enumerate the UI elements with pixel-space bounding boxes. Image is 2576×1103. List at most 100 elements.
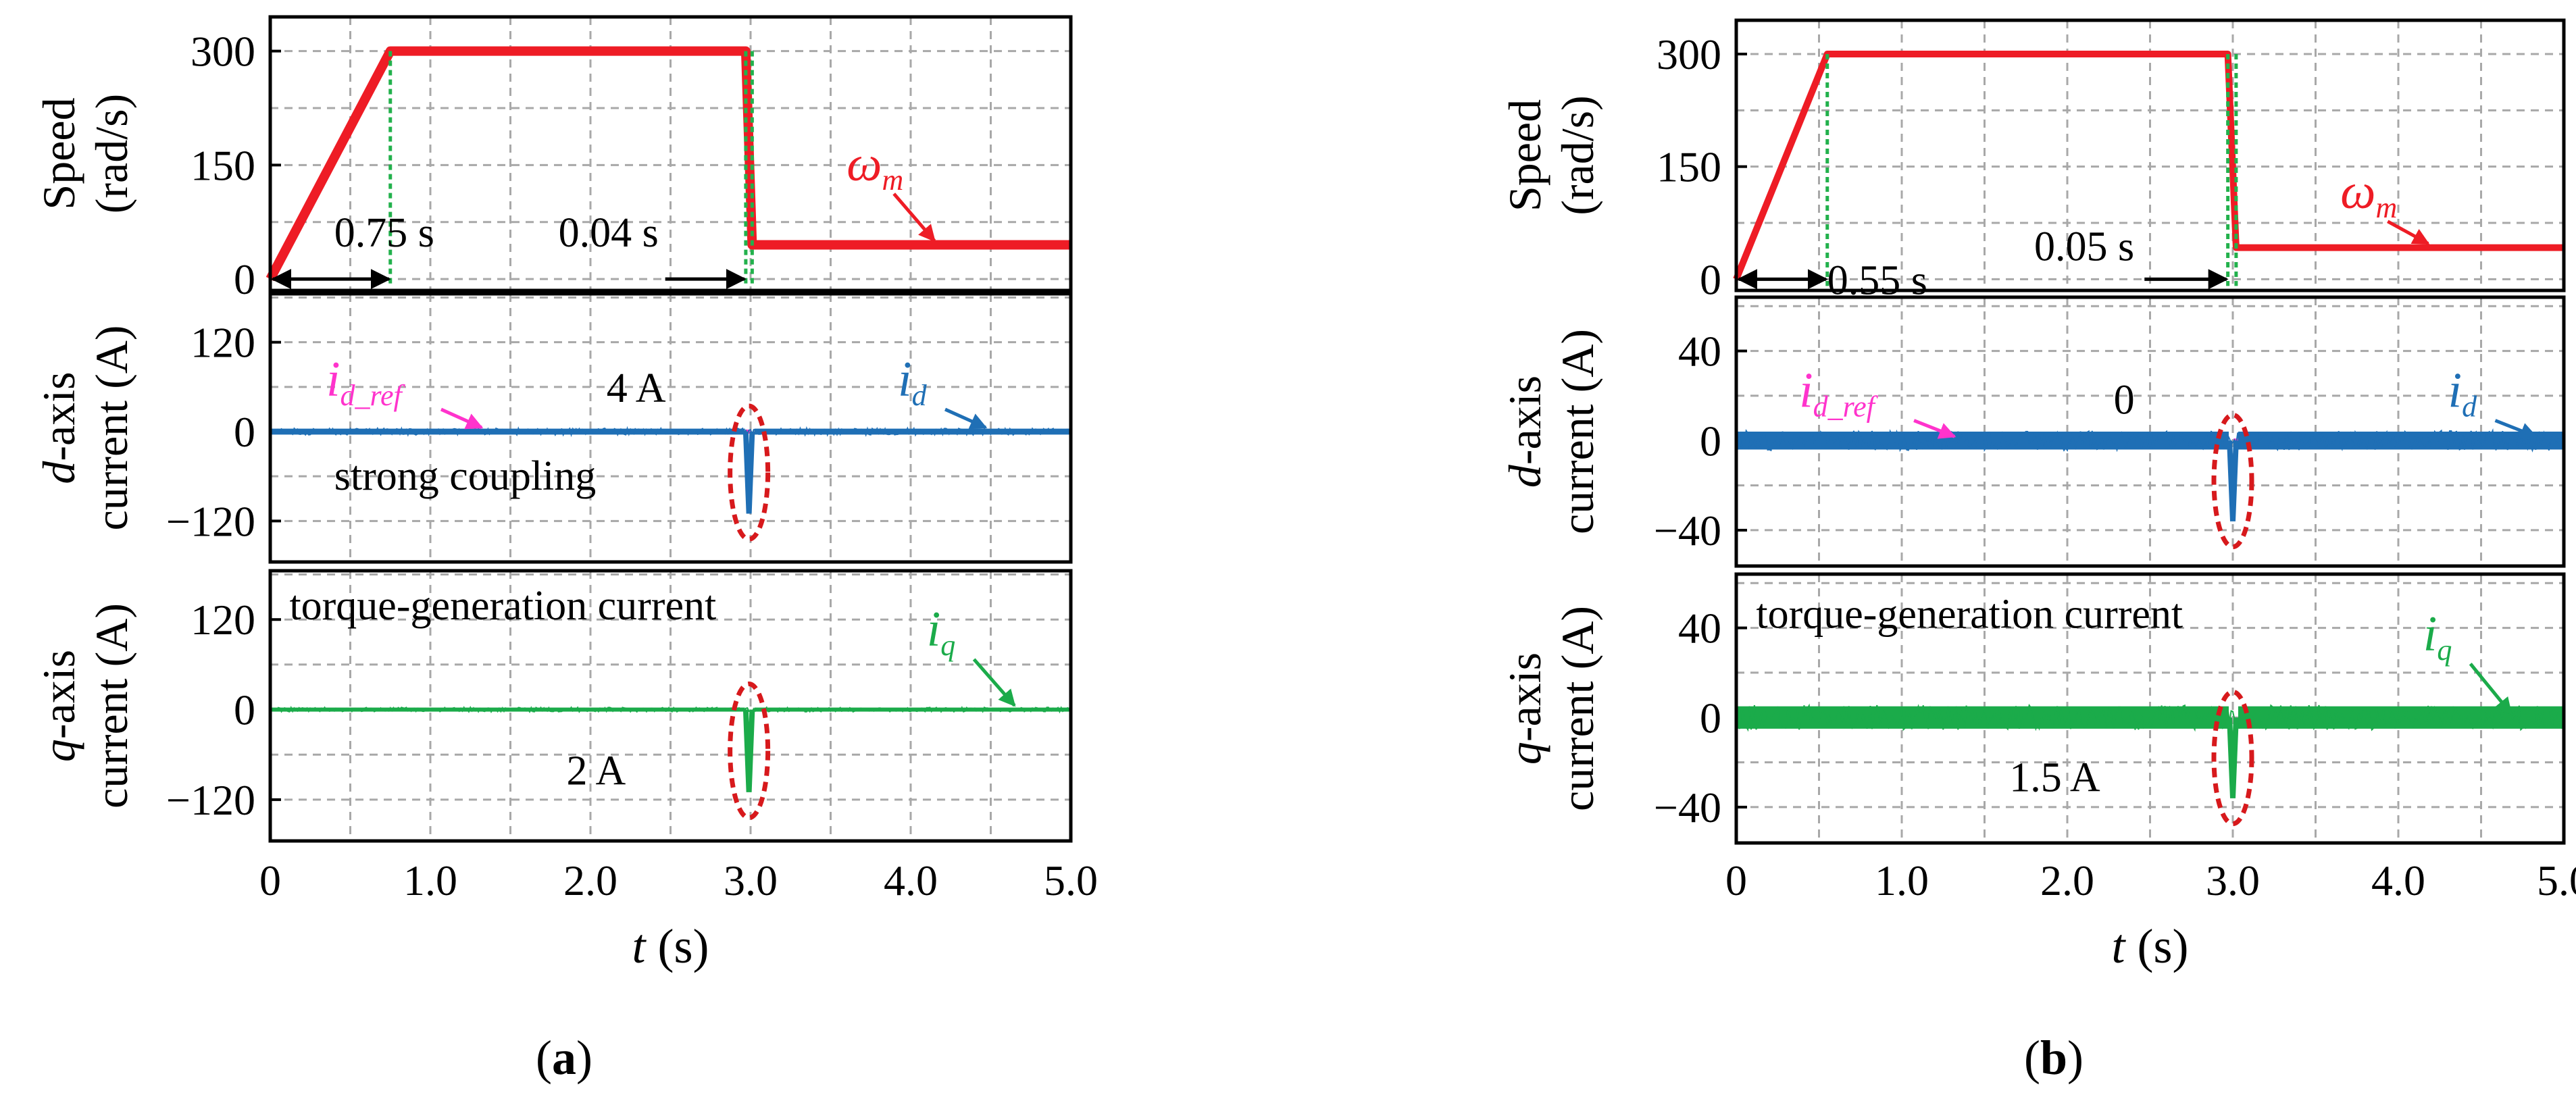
series-label-arrow	[440, 407, 484, 430]
y-tick-label: 150	[191, 141, 255, 189]
x-tick-label: 0	[1725, 856, 1747, 904]
y-axis-label-line: current (A)	[86, 326, 137, 531]
series-label: iq	[927, 602, 956, 662]
series-label-symbol: i	[898, 352, 912, 407]
y-axis-label-var: d	[1499, 464, 1550, 488]
y-axis-label-line: d-axis	[33, 371, 84, 484]
series-label-subscript: d_ref	[340, 379, 406, 412]
y-tick-label: 0	[1700, 417, 1721, 465]
y-tick-label: 120	[191, 319, 255, 367]
panel-frame	[268, 292, 1073, 564]
y-tick-label: −40	[1654, 784, 1721, 831]
spike-highlight-ellipse	[2211, 412, 2254, 550]
y-tick-label: 0	[1700, 255, 1721, 303]
y-tick-label: −120	[166, 776, 255, 824]
annotation: 1.5 A	[2009, 755, 2100, 801]
spike-highlight-ellipse	[728, 403, 771, 542]
x-tick-label: 4.0	[2371, 856, 2425, 904]
series-label-subscript: m	[2376, 191, 2398, 224]
series-label-symbol: i	[2423, 607, 2438, 662]
series-i_q-spike	[742, 709, 755, 792]
series-label-arrow	[972, 658, 1016, 707]
series-label-subscript: d	[912, 379, 928, 412]
x-tick-label: 2.0	[2040, 856, 2094, 904]
panel-frame	[1734, 18, 2566, 292]
series-label: id_ref	[1799, 363, 1879, 424]
y-tick-label: 40	[1678, 328, 1721, 376]
y-axis-label-var: q	[1499, 742, 1550, 765]
series-label: id	[2448, 363, 2478, 424]
y-tick-label: 40	[1678, 605, 1721, 652]
panel-speed: 0 150 300 Speed(rad/s) 0.75 s 0.04 s ωm	[33, 15, 1073, 303]
annotation: torque-generation current	[1756, 592, 2183, 638]
y-axis-label-line: Speed	[1499, 99, 1550, 211]
y-tick-label: 120	[191, 596, 255, 644]
series-i_d-band	[270, 428, 745, 435]
series-i_q-noise	[1736, 703, 2565, 732]
panel-frame	[268, 569, 1073, 843]
series-label-subscript: q	[940, 629, 955, 662]
y-axis-label: d-axiscurrent (A)	[33, 326, 137, 531]
subplot-caption: (b)	[2024, 1031, 2083, 1085]
y-axis-label: Speed(rad/s)	[33, 94, 137, 213]
y-tick-label: 0	[234, 255, 255, 303]
x-axis-label: t (s)	[632, 919, 709, 973]
series-label-subscript: d_ref	[1813, 390, 1879, 424]
subplot-caption-letter: a	[552, 1031, 576, 1085]
series-label-arrow	[2387, 220, 2430, 245]
y-axis-label-line: current (A)	[86, 603, 137, 809]
x-axis-label-var: t	[2112, 919, 2127, 973]
series-label-subscript: q	[2437, 634, 2452, 667]
spike-highlight-ellipse	[728, 682, 771, 821]
y-axis-label-line: d-axis	[1499, 376, 1550, 488]
grid	[270, 571, 1071, 841]
y-tick-label: 150	[1657, 143, 1721, 191]
spike-highlight-ellipse	[2211, 689, 2254, 827]
series-label-arrow	[892, 193, 936, 242]
panel-frame	[268, 15, 1073, 292]
annotation: 0.75 s	[334, 210, 434, 256]
y-axis-label: Speed(rad/s)	[1499, 95, 1603, 215]
series-label-subscript: m	[882, 163, 903, 197]
series-label-symbol: i	[1799, 363, 1813, 419]
y-axis-label-line: (rad/s)	[1552, 95, 1603, 215]
annotation: 2 A	[566, 748, 626, 794]
y-axis-label-line: current (A)	[1552, 329, 1603, 534]
y-tick-label: 0	[234, 686, 255, 734]
annotation: 0.04 s	[559, 210, 659, 256]
series-label-symbol: i	[927, 602, 941, 657]
y-axis-label-var: d	[33, 461, 84, 484]
x-axis-label-var: t	[632, 919, 647, 973]
y-axis-label: q-axiscurrent (A)	[33, 603, 137, 809]
series-label: iq	[2423, 607, 2452, 667]
x-tick-label: 1.0	[1875, 856, 1929, 904]
y-axis-label-line: q-axis	[1499, 652, 1550, 765]
x-tick-label: 3.0	[2206, 856, 2260, 904]
panel-q-axis: −40 0 40 q-axiscurrent (A) torque-generation…	[1499, 572, 2566, 845]
series-label-arrow	[2469, 663, 2512, 715]
x-tick-label: 1.0	[403, 856, 457, 904]
series-i_d-noise	[1736, 428, 2565, 453]
series-label-arrow	[2494, 419, 2537, 439]
series-label-symbol: ω	[847, 136, 882, 192]
y-tick-label: 0	[1700, 694, 1721, 742]
y-tick-label: 0	[234, 408, 255, 456]
y-axis-label-line: q-axis	[33, 650, 84, 762]
series-label-arrow	[944, 407, 988, 430]
series-label-arrow	[1913, 419, 1956, 439]
series-i_q-noise	[270, 705, 1071, 714]
y-axis-label-line: current (A)	[1552, 606, 1603, 811]
y-axis-label-var: q	[33, 739, 84, 762]
series-label: ωm	[847, 136, 903, 197]
x-tick-label: 2.0	[563, 856, 617, 904]
x-axis-label: t (s)	[2112, 919, 2189, 973]
annotation: strong coupling	[334, 453, 596, 499]
panel-frame	[1734, 295, 2566, 568]
grid	[270, 294, 1071, 562]
y-axis-label-line: (rad/s)	[86, 94, 137, 213]
